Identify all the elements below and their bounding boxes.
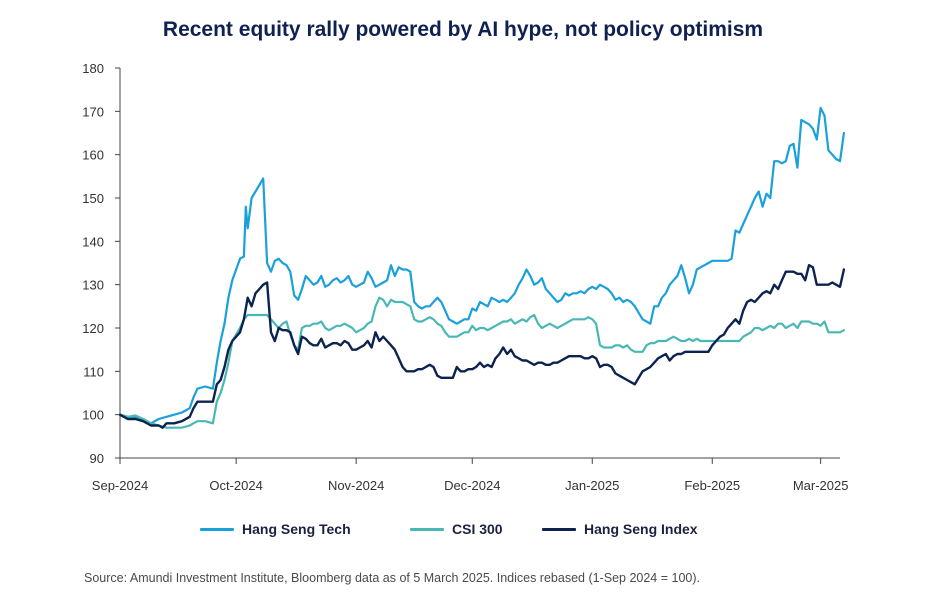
legend-label-hang-seng-index: Hang Seng Index (584, 521, 698, 537)
x-tick-label: Oct-2024 (209, 478, 262, 493)
series-line-hang-seng-index (118, 264, 846, 429)
y-tick-label: 100 (82, 408, 104, 423)
x-tick-label: Dec-2024 (444, 478, 500, 493)
legend-item-hang-seng-index: Hang Seng Index (542, 521, 698, 537)
legend-swatch-hang-seng-tech (200, 527, 234, 531)
series-layer (118, 106, 846, 429)
y-tick-label: 160 (82, 148, 104, 163)
series-line-hang-seng-tech (118, 106, 845, 425)
y-tick-label: 90 (90, 451, 104, 466)
y-tick-label: 170 (82, 104, 104, 119)
x-tick-label: Nov-2024 (328, 478, 384, 493)
legend-swatch-hang-seng-index (542, 527, 576, 531)
y-tick-label: 140 (82, 234, 104, 249)
legend-label-csi-300: CSI 300 (452, 521, 503, 537)
y-tick-label: 120 (82, 321, 104, 336)
x-tick-label: Jan-2025 (565, 478, 619, 493)
y-tick-label: 180 (82, 61, 104, 76)
legend: Hang Seng Tech CSI 300 Hang Seng Index (0, 521, 926, 543)
x-tick-label: Sep-2024 (92, 478, 148, 493)
x-tick-label: Feb-2025 (684, 478, 740, 493)
x-tick-label: Mar-2025 (793, 478, 849, 493)
legend-item-csi-300: CSI 300 (410, 521, 503, 537)
chart-title: Recent equity rally powered by AI hype, … (162, 18, 764, 41)
y-tick-label: 130 (82, 278, 104, 293)
legend-item-hang-seng-tech: Hang Seng Tech (200, 521, 351, 537)
y-tick-label: 150 (82, 191, 104, 206)
y-axis: 90 100 110 120 130 140 150 160 170 180 (82, 61, 121, 466)
source-note: Source: Amundi Investment Institute, Blo… (84, 571, 700, 585)
legend-swatch-csi-300 (410, 527, 444, 531)
series-line-csi-300 (118, 296, 845, 429)
legend-label-hang-seng-tech: Hang Seng Tech (242, 521, 351, 537)
y-tick-label: 110 (83, 364, 104, 379)
x-axis: Sep-2024 Oct-2024 Nov-2024 Dec-2024 Jan-2025… (92, 457, 849, 493)
